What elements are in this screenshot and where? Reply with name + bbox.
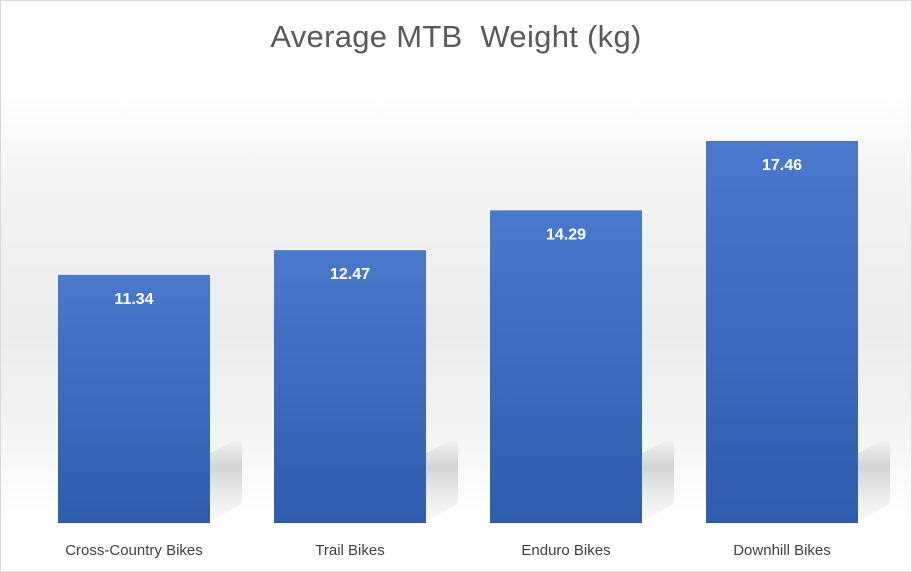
bar-shadow [426, 437, 458, 523]
data-labels: 11.34 12.47 14.29 17.46 [114, 157, 802, 308]
x-tick-label: Downhill Bikes [733, 542, 831, 559]
data-label: 11.34 [114, 291, 153, 308]
x-tick-label: Cross-Country Bikes [65, 542, 203, 559]
bar-trail-bikes [274, 250, 426, 523]
x-axis-tick-labels: Cross-Country Bikes Trail Bikes Enduro Bik… [65, 542, 831, 559]
data-label: 14.29 [546, 226, 586, 243]
bar-cross-country-bikes [58, 274, 210, 523]
bar-downhill-bikes [706, 141, 858, 523]
bars [58, 141, 858, 523]
x-tick-label: Enduro Bikes [521, 542, 610, 559]
data-label: 17.46 [762, 157, 802, 174]
data-label: 12.47 [330, 266, 370, 283]
bar-enduro-bikes [490, 210, 642, 523]
x-tick-label: Trail Bikes [315, 542, 384, 559]
bar-shadow [642, 437, 674, 523]
chart-title: Average MTB Weight (kg) [270, 19, 642, 54]
bar-shadow [858, 437, 890, 523]
bar-shadows [210, 437, 890, 523]
bar-shadow [210, 437, 242, 523]
